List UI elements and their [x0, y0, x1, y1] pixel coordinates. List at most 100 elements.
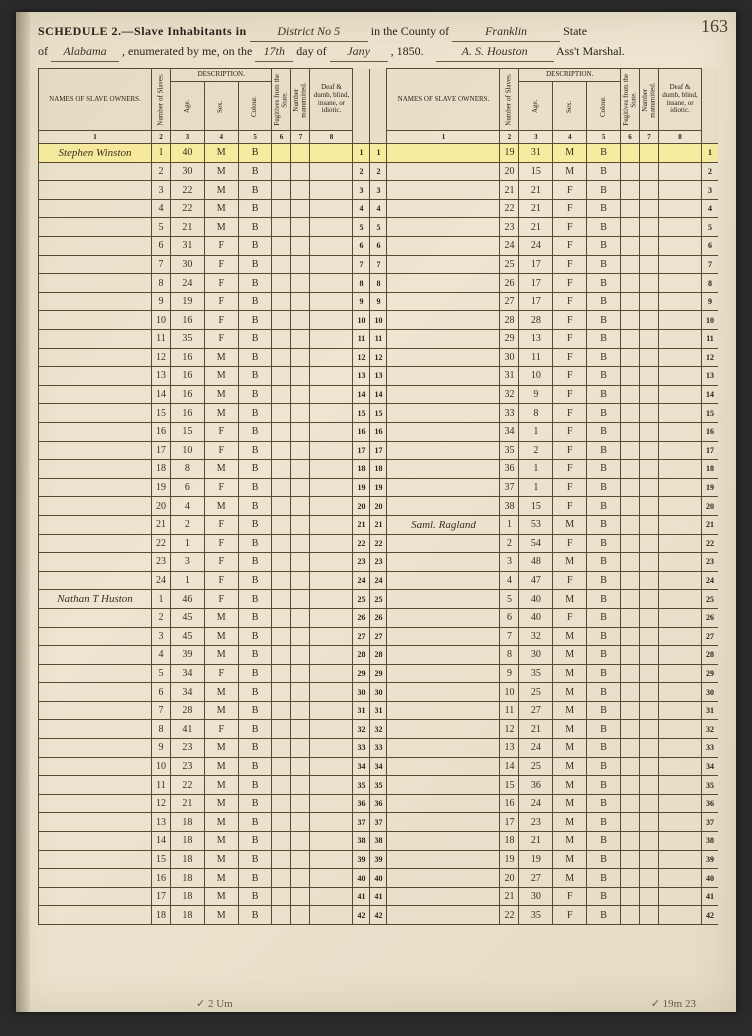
marshal-label: Ass't Marshal. — [556, 44, 625, 58]
table-row: 728MB31311127MB31 — [39, 701, 719, 720]
row-number: 26 — [702, 608, 719, 627]
fugitive-cell — [621, 534, 640, 553]
owner-cell — [387, 701, 500, 720]
row-number: 6 — [702, 237, 719, 256]
colour-cell: B — [587, 497, 621, 516]
deaf-cell — [310, 720, 353, 739]
row-number: 4 — [353, 199, 370, 218]
row-number: 30 — [370, 683, 387, 702]
row-number: 14 — [353, 385, 370, 404]
row-number: 39 — [370, 850, 387, 869]
table-row: 1135FB11112913FB11 — [39, 330, 719, 349]
sex-cell: M — [204, 646, 238, 665]
age-cell: 11 — [519, 348, 553, 367]
year-digit: 0. — [415, 44, 424, 58]
colour-cell: B — [238, 218, 272, 237]
age-cell: 25 — [519, 683, 553, 702]
colour-cell: B — [238, 869, 272, 888]
num-cell: 19 — [152, 478, 171, 497]
fugitive-cell — [621, 887, 640, 906]
deaf-cell — [310, 255, 353, 274]
sex-cell: M — [204, 460, 238, 479]
age-cell: 40 — [171, 144, 205, 163]
table-row: 631FB662424FB6 — [39, 237, 719, 256]
age-cell: 22 — [171, 199, 205, 218]
fugitive-cell — [621, 515, 640, 534]
owner-cell — [39, 311, 152, 330]
deaf-cell — [310, 348, 353, 367]
table-row: 1818MB42422235FB42 — [39, 906, 719, 925]
age-cell: 27 — [519, 701, 553, 720]
age-cell: 53 — [519, 515, 553, 534]
age-cell: 30 — [171, 255, 205, 274]
colour-cell: B — [238, 181, 272, 200]
deaf-cell — [659, 627, 702, 646]
age-cell: 54 — [519, 534, 553, 553]
manumitted-cell — [640, 850, 659, 869]
table-row: 1216MB12123011FB12 — [39, 348, 719, 367]
fugitive-cell — [621, 274, 640, 293]
manumitted-cell — [640, 887, 659, 906]
manumitted-cell — [640, 330, 659, 349]
fugitive-cell — [621, 571, 640, 590]
age-cell: 35 — [519, 906, 553, 925]
age-cell: 30 — [171, 162, 205, 181]
manumitted-cell — [291, 683, 310, 702]
deaf-cell — [310, 850, 353, 869]
sex-cell: F — [204, 422, 238, 441]
num-cell: 4 — [152, 646, 171, 665]
row-number: 39 — [702, 850, 719, 869]
sex-cell: M — [553, 664, 587, 683]
colour-cell: B — [238, 646, 272, 665]
row-number: 19 — [702, 478, 719, 497]
deaf-cell — [659, 162, 702, 181]
sex-cell: F — [553, 571, 587, 590]
row-number: 1 — [353, 144, 370, 163]
col-age-r: Age. — [519, 82, 553, 131]
row-number: 37 — [353, 813, 370, 832]
row-number: 28 — [702, 646, 719, 665]
fugitive-cell — [272, 571, 291, 590]
row-number: 33 — [370, 739, 387, 758]
sex-cell: M — [204, 757, 238, 776]
num-cell: 19 — [500, 850, 519, 869]
owner-cell — [387, 330, 500, 349]
row-number: 41 — [370, 887, 387, 906]
row-number: 31 — [353, 701, 370, 720]
row-number: 38 — [370, 832, 387, 851]
table-head: NAMES OF SLAVE OWNERS. Number of Slaves.… — [39, 69, 719, 144]
row-number: 9 — [702, 292, 719, 311]
num-cell: 14 — [152, 385, 171, 404]
sex-cell: M — [553, 776, 587, 795]
manumitted-cell — [291, 404, 310, 423]
deaf-cell — [659, 348, 702, 367]
row-number: 33 — [353, 739, 370, 758]
manumitted-cell — [640, 497, 659, 516]
fugitive-cell — [621, 255, 640, 274]
manumitted-cell — [640, 590, 659, 609]
fugitive-cell — [621, 757, 640, 776]
table-row: 1418MB38381821MB38 — [39, 832, 719, 851]
fugitive-cell — [272, 720, 291, 739]
sex-cell: F — [553, 237, 587, 256]
num-cell: 6 — [500, 608, 519, 627]
manumitted-cell — [291, 757, 310, 776]
row-number: 4 — [702, 199, 719, 218]
manumitted-cell — [640, 571, 659, 590]
manumitted-cell — [291, 311, 310, 330]
num-cell: 10 — [152, 757, 171, 776]
state-field: Alabama — [51, 42, 119, 62]
gap-end — [702, 69, 719, 144]
row-number: 36 — [370, 794, 387, 813]
num-cell: 5 — [152, 218, 171, 237]
sex-cell: F — [553, 274, 587, 293]
fugitive-cell — [621, 794, 640, 813]
sex-cell: F — [553, 460, 587, 479]
colour-cell: B — [238, 832, 272, 851]
num-cell: 29 — [500, 330, 519, 349]
owner-cell — [387, 199, 500, 218]
sex-cell: M — [204, 906, 238, 925]
manumitted-cell — [291, 441, 310, 460]
row-number: 3 — [353, 181, 370, 200]
sex-cell: M — [553, 144, 587, 163]
